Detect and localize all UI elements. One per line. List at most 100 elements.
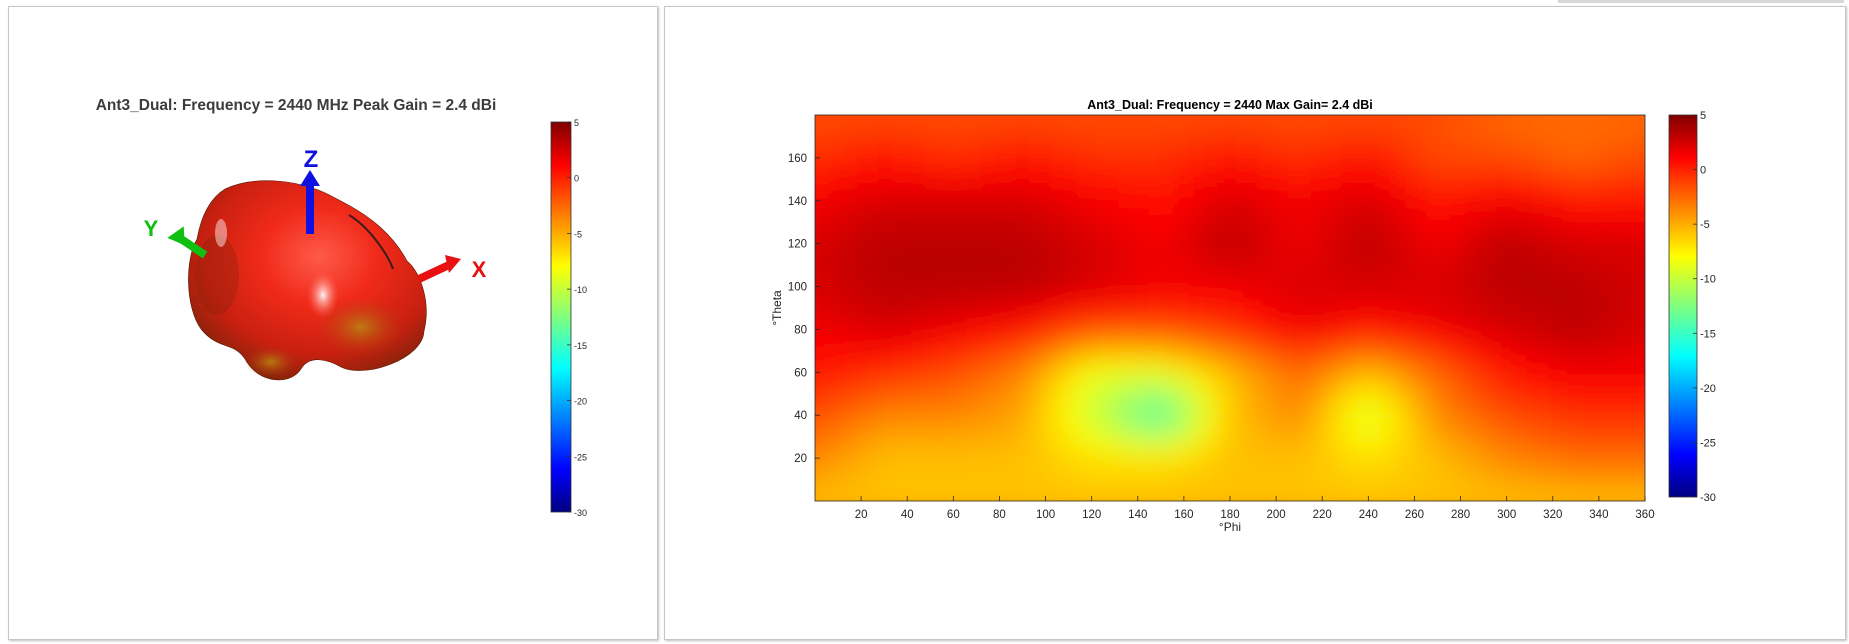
heatmap-cell [1492, 168, 1508, 180]
heatmap-cell [1077, 297, 1093, 309]
heatmap-cell [1368, 297, 1383, 309]
heatmap-cell [1548, 179, 1563, 191]
heatmap-cell [1243, 404, 1259, 416]
heatmap-cell [1285, 254, 1300, 266]
heatmap-cell [1548, 168, 1563, 180]
heatmap-cell [1368, 383, 1383, 395]
heatmap-cell [1631, 243, 1645, 255]
heatmap-cell [1036, 179, 1051, 191]
heatmap-cell [1077, 479, 1093, 491]
heatmap-cell [787, 222, 801, 233]
heatmap-cell [1382, 340, 1397, 352]
heatmap-cell [1257, 147, 1273, 159]
heatmap-cell [925, 147, 941, 159]
heatmap-cell [1077, 318, 1093, 331]
heatmap-cell [1216, 436, 1231, 448]
heatmap-cell [1202, 265, 1217, 277]
heatmap-cell [1506, 393, 1522, 406]
heatmap-cell [1160, 136, 1176, 148]
heatmap-cell [1534, 243, 1549, 255]
heatmap-cell [1479, 190, 1494, 202]
heatmap-cell [1119, 136, 1134, 148]
heatmap-cell [1105, 200, 1120, 213]
heatmap-cell [1271, 297, 1286, 309]
heatmap-cell [1091, 329, 1107, 341]
heatmap-cell [1645, 179, 1659, 190]
heatmap-cell [1147, 115, 1162, 127]
heatmap-cell [1313, 297, 1328, 309]
heatmap-cell [1313, 211, 1328, 223]
heatmap-cell [911, 468, 927, 481]
heatmap-cell [1133, 340, 1148, 352]
heatmap-cell [1285, 179, 1300, 191]
heatmap-cell [1133, 308, 1148, 320]
heatmap-cell [1008, 436, 1024, 448]
heatmap-cell [1562, 318, 1577, 331]
heatmap-cell [1091, 200, 1107, 213]
heatmap-cell [925, 297, 941, 309]
heatmap-cell [1008, 479, 1024, 491]
colorbar-tick-label: 5 [1700, 110, 1706, 122]
heatmap-cell [1354, 318, 1369, 331]
heatmap-cell [1506, 361, 1522, 373]
heatmap-cell [856, 415, 871, 427]
heatmap-cell [1257, 211, 1273, 223]
heatmap-cell [1520, 157, 1535, 170]
heatmap-cell [1299, 318, 1314, 331]
heatmap-cell [911, 286, 927, 298]
heatmap-cell [1064, 168, 1079, 180]
heatmap-cell [1409, 200, 1425, 213]
heatmap-cell [1631, 94, 1645, 105]
heatmap-cell [1396, 404, 1411, 416]
heatmap-cell [1437, 425, 1452, 438]
heatmap-cell [1562, 222, 1577, 234]
heatmap-cell [1368, 265, 1383, 277]
heatmap-cell [1368, 275, 1383, 288]
heatmap-cell [1562, 243, 1577, 255]
heatmap-cell [884, 243, 899, 255]
heatmap-cell [994, 404, 1010, 416]
heatmap-cell [1520, 479, 1535, 491]
heatmap-cell [1050, 340, 1065, 352]
heatmap-cell [1575, 404, 1591, 416]
heatmap-cell [842, 479, 858, 491]
x-tick-label: 80 [993, 509, 1006, 521]
heatmap-cell [1506, 179, 1522, 191]
heatmap-cell [1396, 340, 1411, 352]
heatmap-cell [1091, 254, 1107, 266]
heatmap-cell [1492, 425, 1508, 438]
heatmap-cell [1603, 275, 1618, 288]
heatmap-cell [1285, 265, 1300, 277]
heatmap-cell [1188, 404, 1203, 416]
heatmap-cell [1382, 200, 1397, 213]
heatmap-cell [994, 275, 1010, 288]
heatmap-cell [953, 350, 968, 363]
heatmap-cell [1299, 232, 1314, 245]
heatmap-cell [1465, 350, 1480, 363]
heatmap-cell [1299, 350, 1314, 363]
heatmap-cell [967, 393, 982, 406]
heatmap-cell [1105, 211, 1120, 223]
heatmap-cell [1340, 168, 1356, 180]
heatmap-cell [1506, 350, 1522, 363]
heatmap-cell [911, 265, 927, 277]
heatmap-cell [1645, 136, 1659, 147]
heatmap-cell [1285, 157, 1300, 170]
heatmap-cell [870, 501, 884, 512]
heatmap-cell [1077, 179, 1093, 191]
heatmap-cell [1091, 168, 1107, 180]
heatmap-cell [1534, 340, 1549, 352]
heatmap-cell [1008, 490, 1024, 501]
heatmap-cell [884, 361, 899, 373]
heatmap-cell [1050, 254, 1065, 266]
heatmap-cell [939, 254, 954, 266]
heatmap-cell [828, 190, 844, 202]
heatmap-cell [1368, 479, 1383, 491]
heatmap-cell [842, 115, 858, 116]
heatmap-cell [828, 490, 844, 501]
heatmap-cell [1008, 265, 1024, 277]
heatmap-cell [981, 136, 996, 148]
heatmap-cell [939, 340, 954, 352]
heatmap-cell [1465, 190, 1480, 202]
heatmap-cell [1036, 115, 1051, 127]
